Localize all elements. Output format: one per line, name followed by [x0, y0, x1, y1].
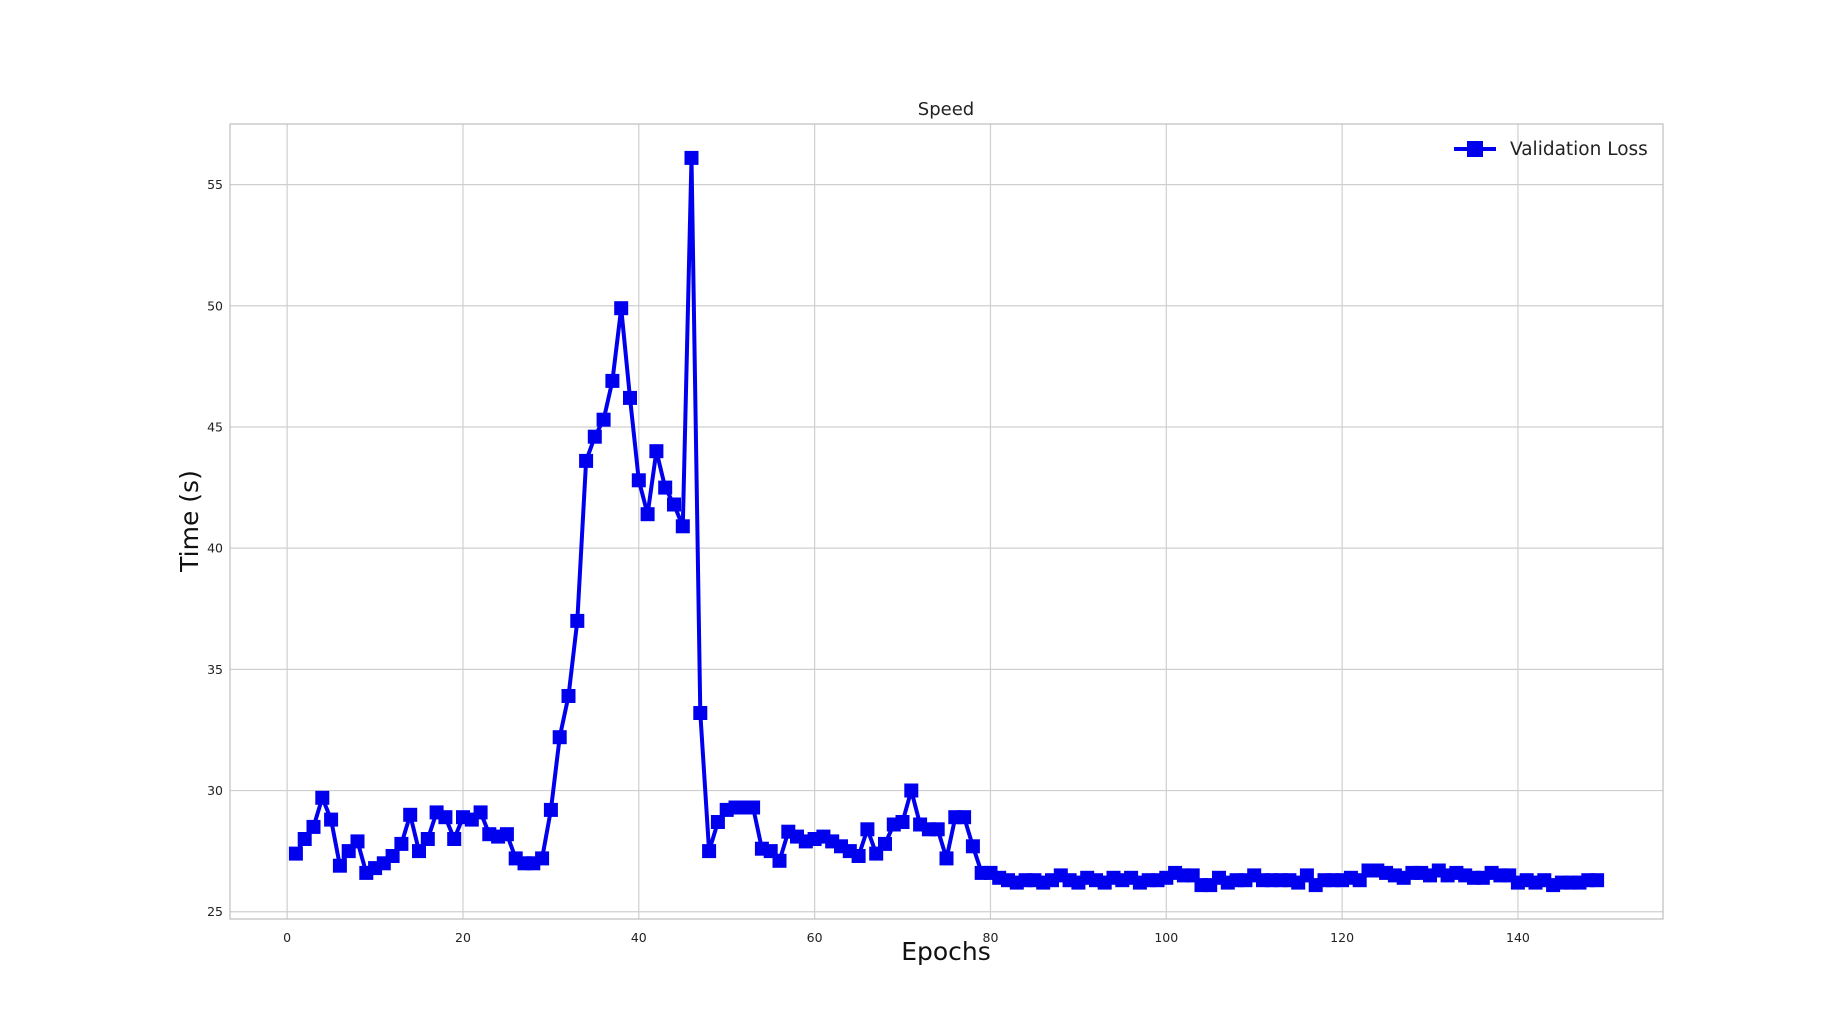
data-point-marker: [324, 812, 339, 827]
legend-square-marker-icon: [1467, 141, 1483, 157]
data-point-marker: [473, 805, 488, 820]
data-point-marker: [930, 822, 945, 837]
data-point-marker: [535, 851, 550, 866]
x-tick-label: 0: [283, 930, 291, 945]
data-point-marker: [447, 832, 462, 846]
y-tick-label: 30: [207, 783, 223, 798]
x-tick-label: 20: [455, 930, 471, 945]
data-point-marker: [315, 790, 330, 805]
data-point-marker: [640, 507, 655, 522]
y-tick-label: 55: [207, 177, 223, 192]
data-point-marker: [710, 815, 725, 829]
y-tick-label: 25: [207, 904, 223, 919]
x-tick-label: 60: [807, 930, 823, 945]
y-axis-label: Time (s): [175, 470, 204, 573]
data-point-marker: [394, 836, 409, 851]
data-point-marker: [596, 412, 611, 427]
y-tick-label: 35: [207, 662, 223, 677]
data-point-marker: [649, 444, 664, 459]
data-point-marker: [667, 497, 681, 512]
data-point-marker: [904, 783, 919, 798]
data-point-marker: [631, 473, 646, 488]
data-point-marker: [297, 832, 312, 846]
data-point-marker: [895, 815, 910, 829]
legend-label: Validation Loss: [1510, 139, 1648, 160]
data-point-marker: [306, 819, 321, 834]
data-point-marker: [288, 846, 303, 861]
y-tick-label: 50: [207, 298, 223, 313]
x-tick-label: 140: [1506, 930, 1530, 945]
data-point-marker: [605, 373, 620, 388]
data-point-marker: [499, 827, 514, 842]
data-point-marker: [579, 453, 594, 468]
data-point-marker: [385, 849, 400, 863]
data-point-marker: [684, 150, 699, 165]
data-point-marker: [1590, 873, 1605, 888]
y-tick-label: 45: [207, 419, 223, 434]
data-point-marker: [772, 853, 787, 868]
data-point-marker: [350, 834, 365, 849]
data-point-marker: [420, 832, 435, 846]
data-point-marker: [587, 429, 602, 444]
y-axis-ticks: 25 30 35 40 45 50 55: [207, 177, 223, 919]
data-point-marker: [570, 613, 585, 628]
chart-title: Speed: [918, 99, 974, 120]
data-point-marker: [614, 301, 629, 316]
data-point-marker: [438, 810, 453, 825]
series-layer: [288, 150, 1605, 893]
x-tick-label: 40: [631, 930, 647, 945]
grid: [230, 124, 1663, 919]
data-point-marker: [860, 822, 875, 837]
x-tick-label: 120: [1330, 930, 1354, 945]
data-point-marker: [675, 519, 690, 534]
data-point-marker: [412, 844, 426, 859]
data-point-marker: [746, 800, 761, 815]
data-point-marker: [939, 851, 954, 866]
data-point-marker: [623, 390, 637, 405]
data-point-marker: [552, 730, 567, 745]
plot-area-frame: [229, 123, 1664, 920]
x-tick-label: 100: [1154, 930, 1178, 945]
legend: Validation Loss: [1454, 139, 1648, 160]
x-axis-label: Epochs: [901, 937, 991, 966]
data-point-marker: [561, 689, 576, 703]
x-tick-label: 80: [983, 930, 999, 945]
data-point-marker: [851, 849, 866, 863]
data-point-marker: [332, 858, 347, 873]
x-axis-ticks: 0 20 40 60 80 100 120 140: [283, 930, 1530, 945]
data-point-marker: [957, 810, 972, 825]
data-point-marker: [543, 802, 558, 817]
data-point-marker: [965, 839, 980, 854]
data-point-marker: [702, 844, 717, 859]
data-point-marker: [693, 706, 708, 720]
data-point-marker: [878, 836, 892, 851]
data-point-marker: [658, 480, 673, 495]
y-tick-label: 40: [207, 541, 223, 556]
data-point-marker: [403, 807, 418, 822]
